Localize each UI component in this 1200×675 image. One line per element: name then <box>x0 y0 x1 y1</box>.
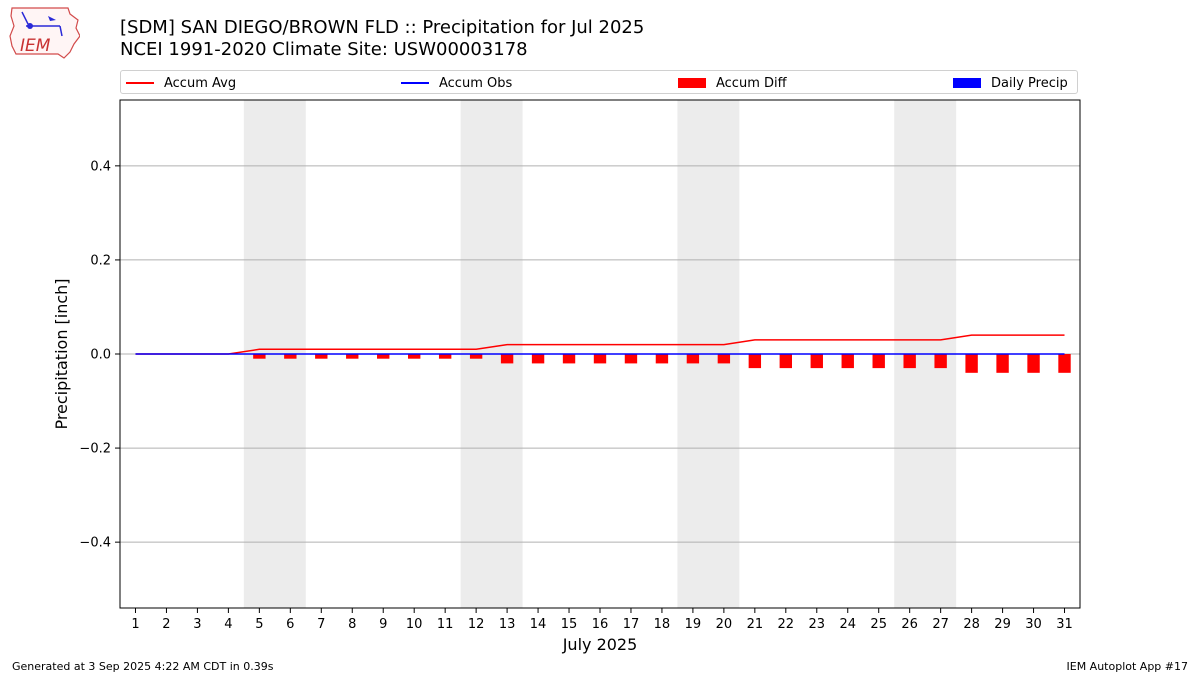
bar-accum-diff <box>531 354 545 364</box>
legend-label-daily-precip: Daily Precip <box>991 75 1068 91</box>
x-tick-label: 4 <box>224 617 232 632</box>
x-tick-label: 26 <box>901 617 918 632</box>
legend-label-accum-obs: Accum Obs <box>439 75 513 91</box>
bar-accum-diff <box>686 354 700 364</box>
x-tick-label: 18 <box>654 617 671 632</box>
bar-accum-diff <box>1027 354 1040 373</box>
y-axis-ticks: −0.4 −0.2 0.0 0.2 0.4 <box>79 159 120 551</box>
x-tick-label: 1 <box>131 617 139 632</box>
legend-label-accum-avg: Accum Avg <box>164 75 237 91</box>
x-tick-label: 5 <box>255 617 263 632</box>
title-line-1: [SDM] SAN DIEGO/BROWN FLD :: Precipitati… <box>120 17 645 38</box>
y-tick-label: −0.4 <box>79 536 111 551</box>
bar-accum-diff <box>346 354 359 359</box>
bar-accum-diff <box>996 354 1009 373</box>
bar-accum-diff <box>965 354 978 373</box>
bar-accum-diff <box>934 354 947 369</box>
legend-item-accum-obs: Accum Obs <box>401 74 512 92</box>
x-tick-label: 27 <box>932 617 949 632</box>
legend-item-accum-diff: Accum Diff <box>678 74 787 92</box>
x-tick-label: 20 <box>716 617 733 632</box>
x-tick-label: 7 <box>317 617 325 632</box>
bar-accum-diff <box>748 354 762 369</box>
x-tick-label: 24 <box>839 617 856 632</box>
logo-text: IEM <box>20 36 51 56</box>
x-axis-ticks: 1 2 3 4 5 6 7 8 9 10 11 12 13 14 15 16 17 18 19 20 21 22 23 24 2… <box>131 608 1073 632</box>
bar-accum-diff <box>872 354 885 369</box>
bar-accum-diff <box>408 354 421 359</box>
bar-accum-diff <box>1058 354 1071 373</box>
x-tick-label: 8 <box>348 617 356 632</box>
bar-accum-diff <box>253 354 266 359</box>
x-tick-label: 13 <box>499 617 516 632</box>
x-axis-label: July 2025 <box>562 635 638 654</box>
legend-item-accum-avg: Accum Avg <box>126 74 236 92</box>
bar-accum-diff <box>593 354 607 364</box>
bar-accum-diff <box>469 354 483 359</box>
x-tick-label: 15 <box>561 617 578 632</box>
x-tick-label: 25 <box>870 617 887 632</box>
x-tick-label: 14 <box>530 617 547 632</box>
x-tick-label: 6 <box>286 617 294 632</box>
x-tick-label: 2 <box>162 617 170 632</box>
bar-accum-diff <box>284 354 297 359</box>
x-tick-label: 28 <box>963 617 980 632</box>
line-accum-avg <box>135 334 1065 355</box>
y-axis-label: Precipitation [inch] <box>52 278 71 429</box>
legend-swatch-accum-obs <box>401 82 429 84</box>
series-lines <box>135 334 1065 355</box>
x-tick-label: 12 <box>468 617 485 632</box>
bar-accum-diff <box>377 354 390 359</box>
y-tick-label: 0.2 <box>90 253 111 268</box>
x-tick-label: 9 <box>379 617 387 632</box>
x-tick-label: 21 <box>747 617 764 632</box>
x-tick-label: 17 <box>623 617 640 632</box>
x-tick-label: 11 <box>437 617 454 632</box>
x-tick-label: 10 <box>406 617 423 632</box>
generated-timestamp: Generated at 3 Sep 2025 4:22 AM CDT in 0… <box>12 660 274 673</box>
bar-accum-diff <box>624 354 638 364</box>
x-tick-label: 30 <box>1025 617 1042 632</box>
x-tick-label: 16 <box>592 617 609 632</box>
bar-accum-diff <box>500 354 514 364</box>
legend-label-accum-diff: Accum Diff <box>716 75 787 91</box>
x-tick-label: 3 <box>193 617 201 632</box>
accum-diff-bars <box>253 354 1071 373</box>
autoplot-app-label: IEM Autoplot App #17 <box>1066 660 1189 673</box>
legend: Accum Avg Accum Obs Accum Diff Daily Pre… <box>120 70 1078 94</box>
title-line-2: NCEI 1991-2020 Climate Site: USW00003178 <box>120 39 528 60</box>
bar-accum-diff <box>655 354 669 364</box>
legend-item-daily-precip: Daily Precip <box>953 74 1068 92</box>
x-tick-label: 22 <box>778 617 795 632</box>
legend-swatch-accum-avg <box>126 82 154 84</box>
y-tick-label: 0.0 <box>90 348 111 363</box>
chart-title: [SDM] SAN DIEGO/BROWN FLD :: Precipitati… <box>120 17 644 61</box>
bar-accum-diff <box>779 354 792 369</box>
bar-accum-diff <box>810 354 823 369</box>
bar-accum-diff <box>717 354 731 364</box>
y-tick-label: 0.4 <box>90 159 111 174</box>
y-tick-label: −0.2 <box>79 442 111 457</box>
x-tick-label: 23 <box>809 617 826 632</box>
legend-swatch-accum-diff <box>678 78 706 88</box>
iem-logo: IEM <box>8 6 81 60</box>
x-tick-label: 31 <box>1056 617 1073 632</box>
x-tick-label: 19 <box>685 617 702 632</box>
bar-accum-diff <box>841 354 854 369</box>
bar-accum-diff <box>562 354 576 364</box>
x-tick-label: 29 <box>994 617 1011 632</box>
bar-accum-diff <box>315 354 328 359</box>
bar-accum-diff <box>438 354 452 359</box>
bar-accum-diff <box>903 354 916 369</box>
legend-swatch-daily-precip <box>953 78 981 88</box>
